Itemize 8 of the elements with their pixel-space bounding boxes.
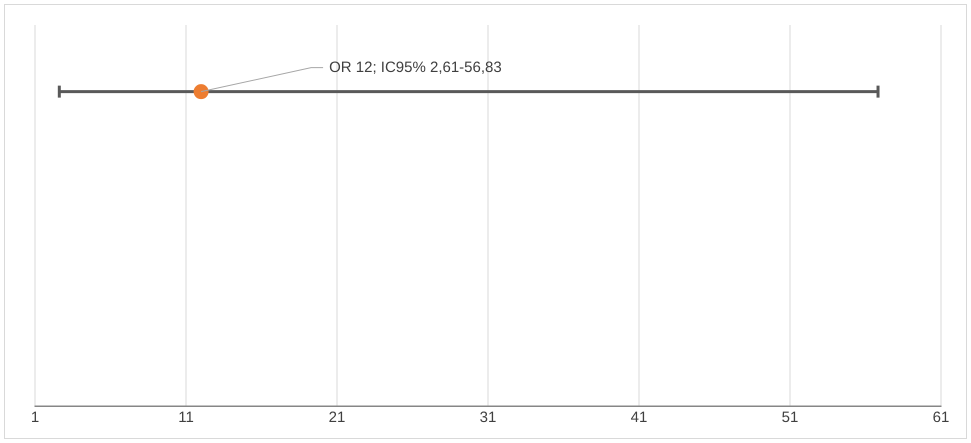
- x-tick-label: 21: [328, 409, 346, 426]
- x-tick-label: 1: [30, 409, 40, 426]
- annotation: OR 12; IC95% 2,61-56,83: [329, 58, 502, 76]
- x-tick-label: 61: [932, 409, 950, 426]
- x-tick-label: 41: [630, 409, 648, 426]
- x-tick-label: 51: [782, 409, 798, 426]
- x-tick-label: 11: [178, 409, 194, 426]
- x-tick-label: 31: [480, 409, 496, 426]
